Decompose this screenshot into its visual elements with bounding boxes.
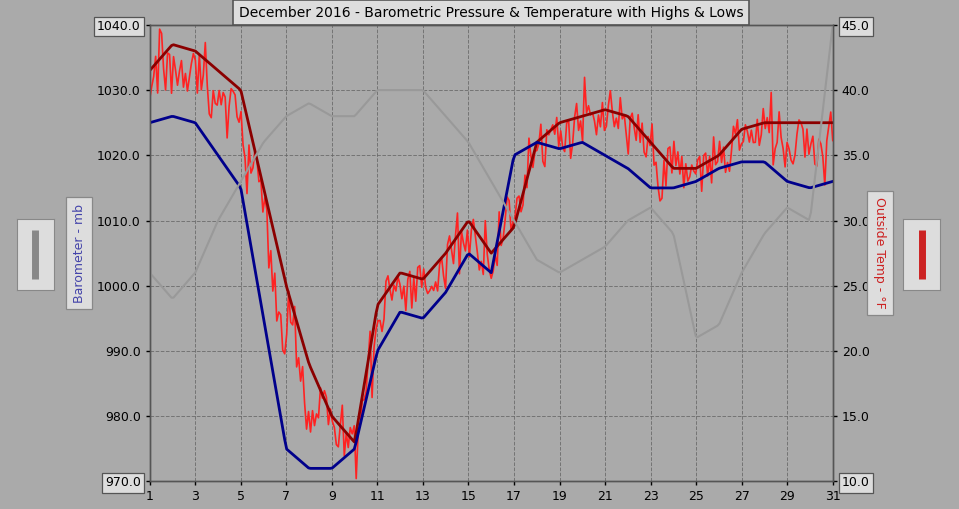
- Title: December 2016 - Barometric Pressure & Temperature with Highs & Lows: December 2016 - Barometric Pressure & Te…: [239, 6, 743, 19]
- Y-axis label: Barometer - mb: Barometer - mb: [73, 204, 85, 303]
- Y-axis label: Outside Temp - °F: Outside Temp - °F: [874, 197, 886, 309]
